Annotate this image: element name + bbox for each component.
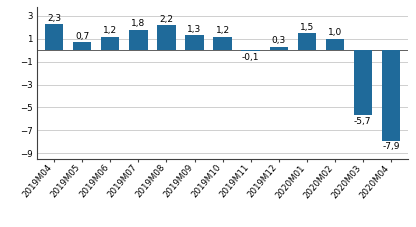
Text: 0,7: 0,7 [75, 32, 89, 41]
Bar [382, 50, 400, 141]
Text: -0,1: -0,1 [242, 53, 259, 62]
Bar [45, 24, 63, 50]
Bar [270, 47, 288, 50]
Text: 0,3: 0,3 [272, 37, 286, 45]
Bar [242, 50, 260, 51]
Bar [129, 30, 148, 50]
Text: 1,5: 1,5 [300, 23, 314, 32]
Bar [354, 50, 372, 116]
Bar [186, 35, 203, 50]
Text: 1,2: 1,2 [215, 26, 230, 35]
Bar [101, 37, 119, 50]
Bar [326, 39, 344, 50]
Text: 1,2: 1,2 [103, 26, 117, 35]
Text: 1,8: 1,8 [131, 19, 146, 28]
Bar [213, 37, 232, 50]
Bar [297, 33, 316, 50]
Text: 2,2: 2,2 [159, 15, 173, 24]
Text: 2,3: 2,3 [47, 14, 61, 23]
Text: -5,7: -5,7 [354, 117, 371, 126]
Text: 1,3: 1,3 [187, 25, 202, 34]
Text: 1,0: 1,0 [328, 28, 342, 37]
Bar [157, 25, 176, 50]
Bar [73, 42, 92, 50]
Text: -7,9: -7,9 [382, 142, 400, 151]
